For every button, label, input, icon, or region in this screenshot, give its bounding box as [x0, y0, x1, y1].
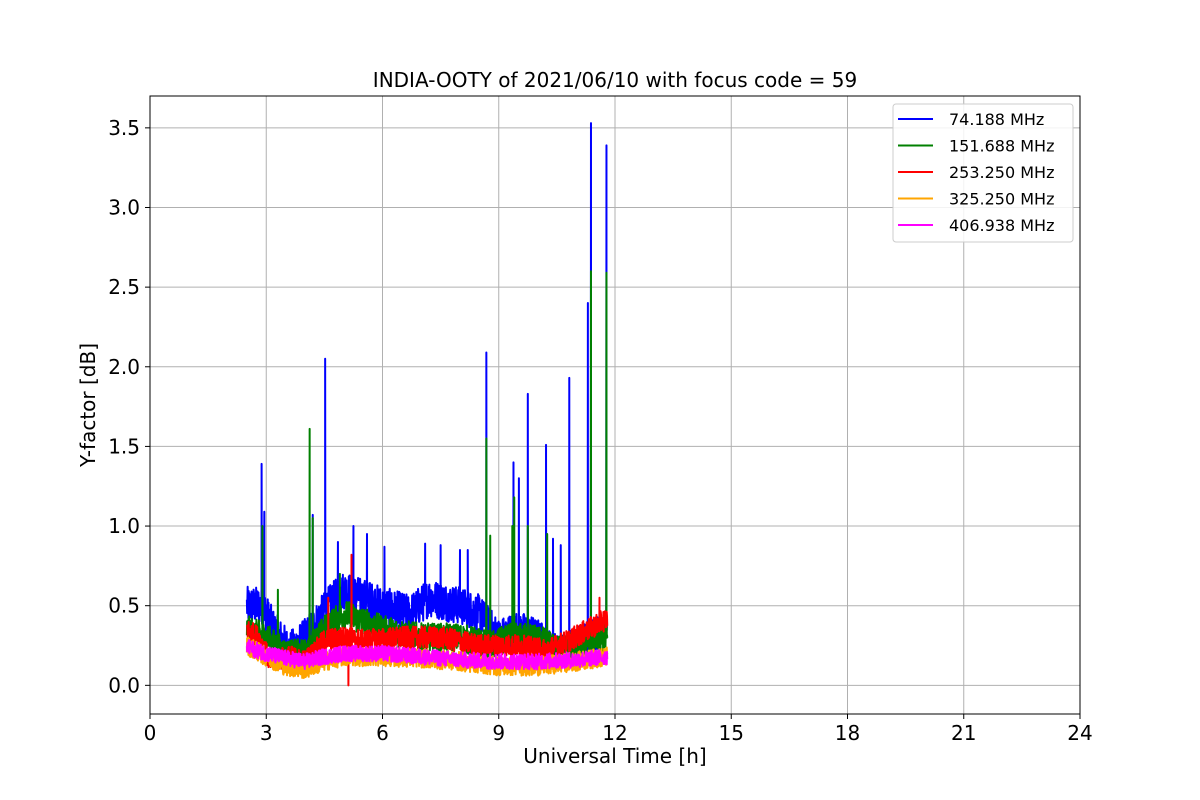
y-tick-label: 1.0	[108, 514, 140, 538]
legend-label: 325.250 MHz	[949, 190, 1054, 209]
y-tick-label: 2.0	[108, 355, 140, 379]
legend-label: 151.688 MHz	[949, 137, 1054, 156]
legend-label: 74.188 MHz	[949, 110, 1044, 129]
legend-label: 253.250 MHz	[949, 163, 1054, 182]
y-tick-label: 1.5	[108, 434, 140, 458]
x-axis-label: Universal Time [h]	[523, 744, 706, 768]
y-axis: 0.0 0.5 1.0 1.5 2.0 2.5 3.0 3.5	[108, 116, 150, 697]
x-tick-label: 9	[492, 721, 505, 745]
y-tick-label: 3.5	[108, 116, 140, 140]
x-tick-label: 15	[719, 721, 744, 745]
x-tick-label: 21	[951, 721, 976, 745]
series-layer	[245, 122, 609, 687]
y-tick-label: 2.5	[108, 275, 140, 299]
series-line	[245, 638, 609, 671]
x-tick-label: 3	[260, 721, 273, 745]
x-tick-label: 12	[602, 721, 627, 745]
x-tick-label: 24	[1067, 721, 1092, 745]
y-tick-label: 0.0	[108, 673, 140, 697]
y-tick-label: 3.0	[108, 195, 140, 219]
y-tick-label: 0.5	[108, 594, 140, 618]
legend-box	[892, 103, 1074, 243]
y-axis-label: Y-factor [dB]	[76, 343, 100, 468]
x-tick-label: 18	[835, 721, 860, 745]
x-tick-label: 6	[376, 721, 389, 745]
x-axis: 0 3 6 9 12 15 18 21 24	[144, 714, 1093, 745]
legend: 74.188 MHz 151.688 MHz 253.250 MHz 325.250 …	[892, 103, 1074, 243]
x-tick-label: 0	[144, 721, 157, 745]
legend-label: 406.938 MHz	[949, 216, 1054, 235]
chart-title: INDIA-OOTY of 2021/06/10 with focus code…	[373, 68, 857, 92]
